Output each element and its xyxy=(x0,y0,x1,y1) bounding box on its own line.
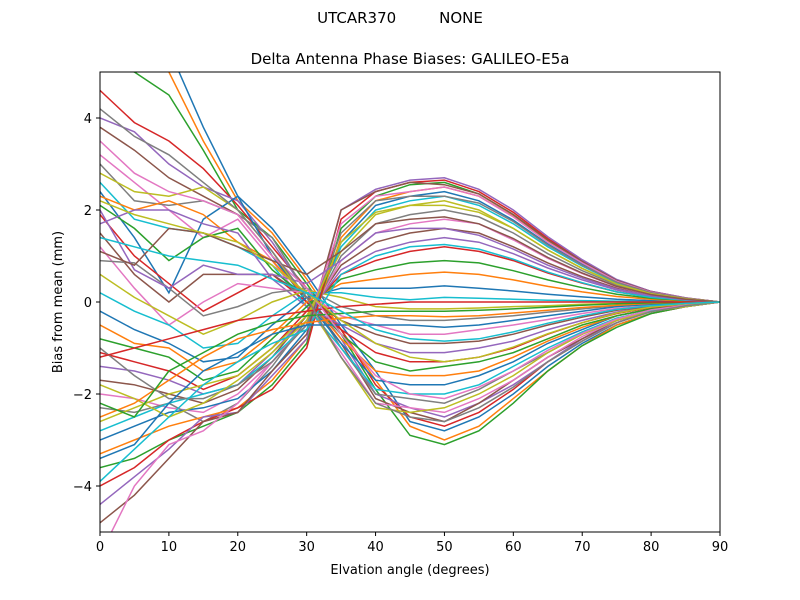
x-tick-label: 80 xyxy=(643,540,660,555)
series-line-s45 xyxy=(100,209,720,303)
series-line-s43 xyxy=(100,301,720,418)
series-line-s39 xyxy=(100,204,720,418)
series-line-s13 xyxy=(100,204,720,372)
figure-suptitle: UTCAR370 NONE xyxy=(0,9,800,27)
series-line-s37 xyxy=(110,186,720,532)
series-line-s20 xyxy=(100,292,720,349)
y-tick-label: 2 xyxy=(84,204,92,219)
series-line-s17 xyxy=(100,246,720,335)
station-name: UTCAR370 xyxy=(317,9,397,27)
series-line-s2 xyxy=(167,72,720,441)
x-tick-label: 70 xyxy=(574,540,591,555)
series-line-s36 xyxy=(100,181,720,524)
x-tick-label: 60 xyxy=(505,540,522,555)
chart-title: Delta Antenna Phase Biases: GALILEO-E5a xyxy=(251,50,570,68)
y-axis: −4 −2 0 2 4 xyxy=(73,112,100,495)
series-line-s35 xyxy=(100,177,720,505)
y-tick-label: 4 xyxy=(84,112,92,127)
y-axis-label: Bias from mean (mm) xyxy=(51,231,66,373)
series-line-s15 xyxy=(100,209,720,354)
x-tick-label: 90 xyxy=(712,540,729,555)
series-line-s38 xyxy=(100,195,720,400)
x-axis-label: Elvation angle (degrees) xyxy=(330,563,489,578)
series-line-s44 xyxy=(100,301,720,358)
series-line-s40 xyxy=(100,243,720,482)
x-tick-label: 30 xyxy=(298,540,315,555)
series-line-s16 xyxy=(100,232,720,345)
series-line-s9 xyxy=(100,172,720,414)
x-tick-label: 40 xyxy=(367,540,384,555)
x-tick-label: 10 xyxy=(161,540,178,555)
series-line-s41 xyxy=(100,301,720,460)
series-line-s50 xyxy=(100,236,720,342)
x-axis: 0 10 20 30 40 50 60 70 80 90 xyxy=(96,532,728,555)
series-line-s42 xyxy=(100,301,720,418)
y-tick-label: 0 xyxy=(84,296,92,311)
series-line-s47 xyxy=(100,140,720,400)
series-line-s5 xyxy=(100,117,720,418)
x-tick-label: 50 xyxy=(436,540,453,555)
x-tick-label: 0 xyxy=(96,540,104,555)
x-tick-label: 20 xyxy=(230,540,247,555)
series-line-s49 xyxy=(100,200,720,363)
radome-name: NONE xyxy=(439,9,483,27)
y-tick-label: −4 xyxy=(73,480,92,495)
y-tick-label: −2 xyxy=(73,388,92,403)
series-line-s21 xyxy=(100,285,720,363)
series-line-s48 xyxy=(100,108,720,423)
series-line-s3 xyxy=(131,72,720,446)
series-group xyxy=(100,72,720,532)
series-line-s23 xyxy=(100,259,720,382)
